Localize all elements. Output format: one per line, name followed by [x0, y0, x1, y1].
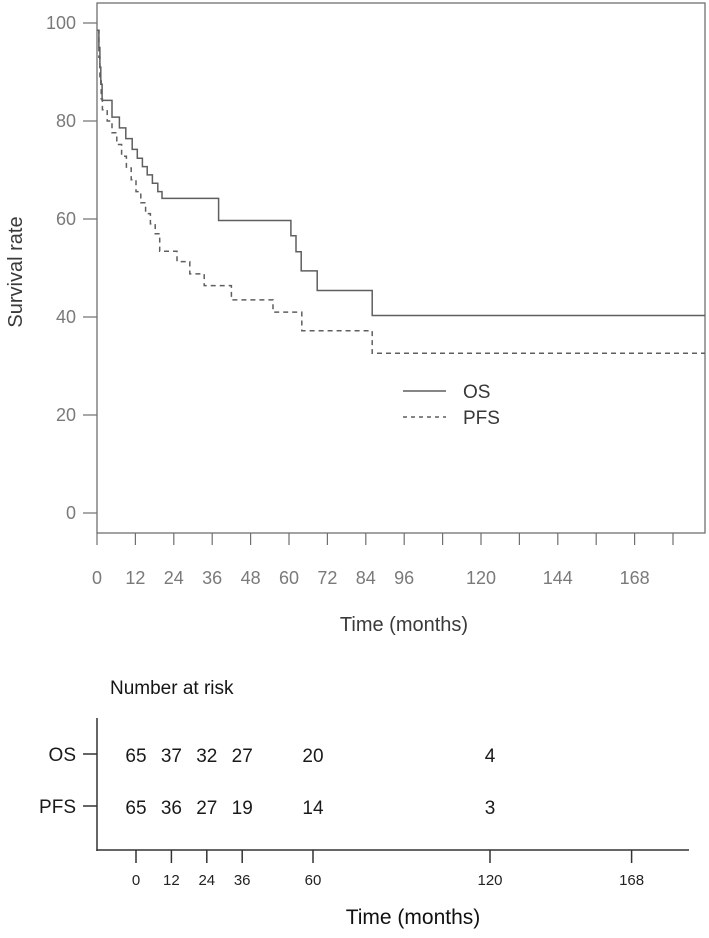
- x-tick-label-36: 36: [202, 568, 222, 588]
- risk-x-tick-label-60: 60: [305, 872, 322, 889]
- x-tick-label-24: 24: [164, 568, 184, 588]
- x-tick-label-144: 144: [543, 568, 573, 588]
- risk-value-os-t36: 27: [232, 746, 253, 767]
- y-tick-label-0: 0: [66, 503, 76, 523]
- risk-x-tick-label-0: 0: [132, 872, 140, 889]
- risk-value-os-t24: 32: [196, 746, 217, 767]
- curve-pfs: [97, 29, 705, 355]
- y-tick-label-40: 40: [56, 307, 76, 327]
- x-tick-label-60: 60: [279, 568, 299, 588]
- risk-row-label-pfs: PFS: [39, 797, 76, 818]
- risk-value-pfs-t60: 14: [302, 798, 324, 819]
- plot-frame: [96, 2, 706, 534]
- curve-os: [97, 29, 705, 317]
- risk-value-pfs-t12: 36: [161, 798, 182, 819]
- risk-x-axis-title: Time (months): [346, 906, 481, 929]
- y-tick-label-100: 100: [46, 13, 76, 33]
- x-tick-label-84: 84: [356, 568, 376, 588]
- x-tick-label-120: 120: [466, 568, 496, 588]
- y-tick-label-80: 80: [56, 111, 76, 131]
- risk-axis-ticks: 0 12 24 36 60 120 168: [132, 850, 644, 889]
- y-axis-ticks: 0 20 40 60 80 100: [46, 13, 97, 523]
- legend-os-label: OS: [463, 382, 490, 403]
- x-tick-label-0: 0: [92, 568, 102, 588]
- y-axis-title: Survival rate: [5, 216, 27, 327]
- risk-panel-title: Number at risk: [110, 678, 234, 699]
- x-axis-title: Time (months): [340, 614, 468, 636]
- risk-value-pfs-t120: 3: [485, 798, 496, 819]
- risk-value-os-t0: 65: [125, 746, 146, 767]
- risk-value-pfs-t24: 27: [196, 798, 217, 819]
- x-tick-label-12: 12: [125, 568, 145, 588]
- risk-x-tick-label-168: 168: [619, 872, 644, 889]
- y-tick-label-20: 20: [56, 405, 76, 425]
- x-tick-label-96: 96: [394, 568, 414, 588]
- risk-x-tick-label-12: 12: [163, 872, 180, 889]
- x-tick-label-168: 168: [620, 568, 650, 588]
- risk-x-tick-label-120: 120: [477, 872, 502, 889]
- risk-x-tick-label-24: 24: [198, 872, 215, 889]
- x-tick-label-72: 72: [317, 568, 337, 588]
- risk-value-pfs-t36: 19: [232, 798, 253, 819]
- survival-curves: [97, 29, 705, 355]
- risk-x-tick-label-36: 36: [234, 872, 251, 889]
- risk-value-os-t12: 37: [161, 746, 182, 767]
- risk-value-pfs-t0: 65: [125, 798, 146, 819]
- y-tick-label-60: 60: [56, 209, 76, 229]
- x-tick-label-48: 48: [241, 568, 261, 588]
- risk-value-os-t120: 4: [485, 746, 496, 767]
- number-at-risk-panel: Number at risk OS PFS 65 37 32 27 20 4 65 36 27 1…: [39, 678, 689, 929]
- risk-row-label-os: OS: [49, 745, 76, 766]
- risk-value-os-t60: 20: [302, 746, 323, 767]
- legend: OS PFS: [403, 382, 500, 429]
- risk-values: 65 37 32 27 20 4 65 36 27 19 14 3: [125, 746, 495, 819]
- x-axis-ticks: 0 12 24 36 48 60 72 84 96 120 144 168: [92, 533, 674, 588]
- legend-pfs-label: PFS: [463, 408, 500, 429]
